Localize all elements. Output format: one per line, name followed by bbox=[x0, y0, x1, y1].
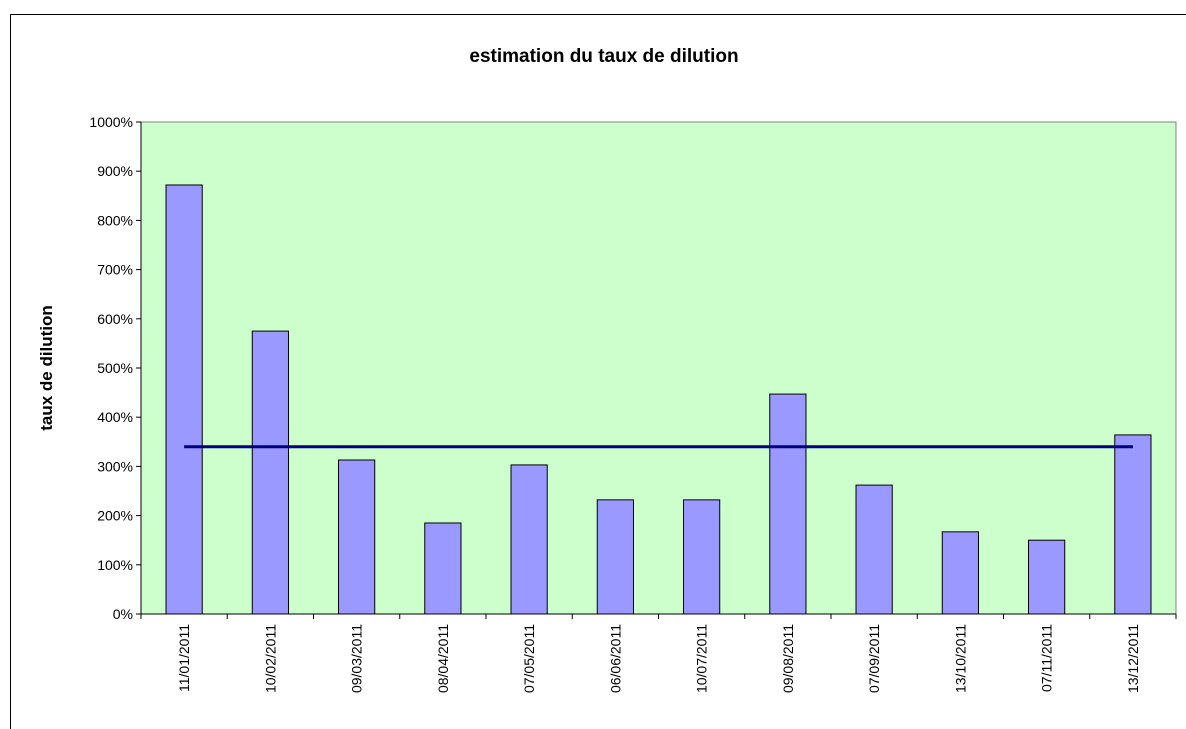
x-tick-label: 11/01/2011 bbox=[176, 624, 192, 692]
bar bbox=[251, 330, 289, 615]
bar bbox=[424, 522, 462, 615]
bar bbox=[596, 499, 634, 615]
bar bbox=[338, 459, 376, 615]
y-axis-label: taux de dilution bbox=[37, 305, 56, 431]
x-tick-label: 13/12/2011 bbox=[1125, 624, 1141, 693]
bar bbox=[510, 464, 548, 615]
x-tick-label: 13/10/2011 bbox=[952, 624, 968, 693]
x-tick-label: 07/09/2011 bbox=[866, 624, 882, 693]
y-tick-label: 700% bbox=[97, 262, 133, 278]
x-tick-label: 07/11/2011 bbox=[1039, 624, 1055, 692]
x-tick-label: 10/07/2011 bbox=[694, 624, 710, 693]
bar bbox=[165, 184, 203, 615]
x-tick-label: 07/05/2011 bbox=[521, 624, 537, 693]
y-tick-label: 0% bbox=[113, 606, 133, 622]
x-tick-label: 10/02/2011 bbox=[262, 624, 278, 693]
y-tick-label: 900% bbox=[97, 163, 133, 179]
y-tick-label: 400% bbox=[97, 409, 133, 425]
chart-title: estimation du taux de dilution bbox=[469, 46, 738, 67]
bar bbox=[769, 393, 807, 615]
bar bbox=[855, 484, 893, 615]
x-tick-label: 09/03/2011 bbox=[349, 624, 365, 693]
x-tick-label: 06/06/2011 bbox=[607, 624, 623, 693]
bar bbox=[1114, 434, 1152, 615]
y-tick-label: 100% bbox=[97, 557, 133, 573]
bar bbox=[683, 499, 721, 615]
y-tick-label: 800% bbox=[97, 212, 133, 228]
x-tick-label: 08/04/2011 bbox=[435, 624, 451, 693]
x-tick-label: 09/08/2011 bbox=[780, 624, 796, 693]
y-tick-label: 200% bbox=[97, 508, 133, 524]
plot-area bbox=[140, 121, 1177, 615]
y-tick-label: 300% bbox=[97, 458, 133, 474]
y-tick-label: 500% bbox=[97, 360, 133, 376]
y-tick-label: 600% bbox=[97, 311, 133, 327]
bar bbox=[941, 531, 979, 615]
bar bbox=[1028, 539, 1066, 615]
y-tick-label: 1000% bbox=[89, 114, 133, 130]
